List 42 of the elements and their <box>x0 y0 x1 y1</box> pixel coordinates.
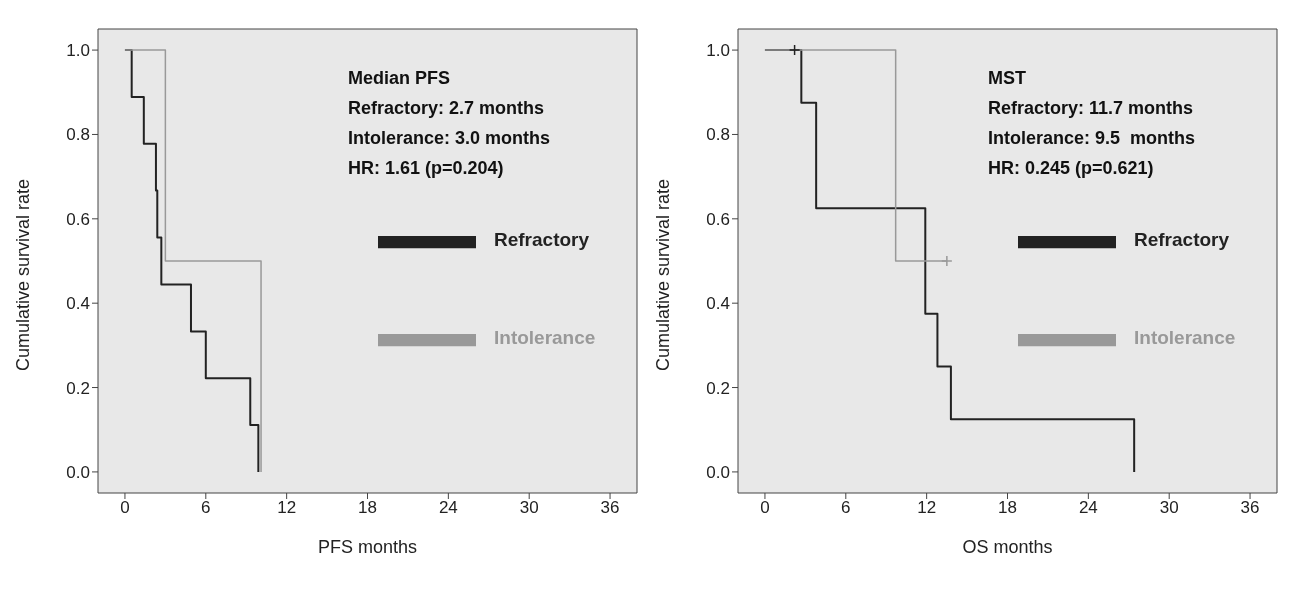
text: Refractory <box>1134 229 1230 251</box>
x-tick-label: 36 <box>600 498 620 518</box>
y-axis-title: Cumulative survival rate <box>13 178 34 371</box>
x-axis-title: OS months <box>962 537 1053 557</box>
x-tick-label: 6 <box>841 498 851 518</box>
x-tick-label: 30 <box>1159 498 1179 518</box>
x-tick-label: 12 <box>917 498 937 518</box>
annotation: Refractory: 11.7 months <box>988 97 1195 120</box>
x-tick-label: 24 <box>1078 498 1098 518</box>
x-tick-label: 18 <box>358 498 377 518</box>
y-tick-label: 0.4 <box>66 294 90 314</box>
text: Intolerance <box>494 327 596 349</box>
annotation: Intolerance: 3.0 months <box>348 127 551 150</box>
x-tick-label: 12 <box>277 498 297 518</box>
x-tick-label: 0 <box>120 498 130 518</box>
x-tick-label: 6 <box>201 498 211 518</box>
y-tick-label: 0.2 <box>66 378 90 398</box>
y-tick-label: 0.4 <box>706 294 730 314</box>
y-tick-label: 0.0 <box>706 462 730 482</box>
y-tick-label: 0.0 <box>66 462 90 482</box>
annotation: Median PFS <box>348 67 451 90</box>
y-tick-label: 1.0 <box>706 41 730 61</box>
annotation: Intolerance: 9.5 months <box>988 127 1196 150</box>
y-axis-title: Cumulative survival rate <box>653 178 674 371</box>
x-axis-title: PFS months <box>317 537 418 557</box>
y-tick-label: 0.6 <box>66 209 90 229</box>
x-tick-label: 30 <box>519 498 539 518</box>
text: Intolerance <box>1134 327 1236 349</box>
x-tick-label: 18 <box>998 498 1017 518</box>
y-tick-label: 0.8 <box>706 125 730 145</box>
annotation: HR: 0.245 (p=0.621) <box>988 157 1155 180</box>
x-tick-label: 36 <box>1240 498 1260 518</box>
y-tick-label: 1.0 <box>66 41 90 61</box>
annotation: MST <box>988 67 1027 90</box>
y-tick-label: 0.8 <box>66 125 90 145</box>
annotation: HR: 1.61 (p=0.204) <box>348 157 505 180</box>
annotation: Refractory: 2.7 months <box>348 97 546 120</box>
x-tick-label: 24 <box>438 498 458 518</box>
y-tick-label: 0.2 <box>706 378 730 398</box>
x-tick-label: 0 <box>760 498 770 518</box>
text: Refractory <box>494 229 590 251</box>
y-tick-label: 0.6 <box>706 209 730 229</box>
